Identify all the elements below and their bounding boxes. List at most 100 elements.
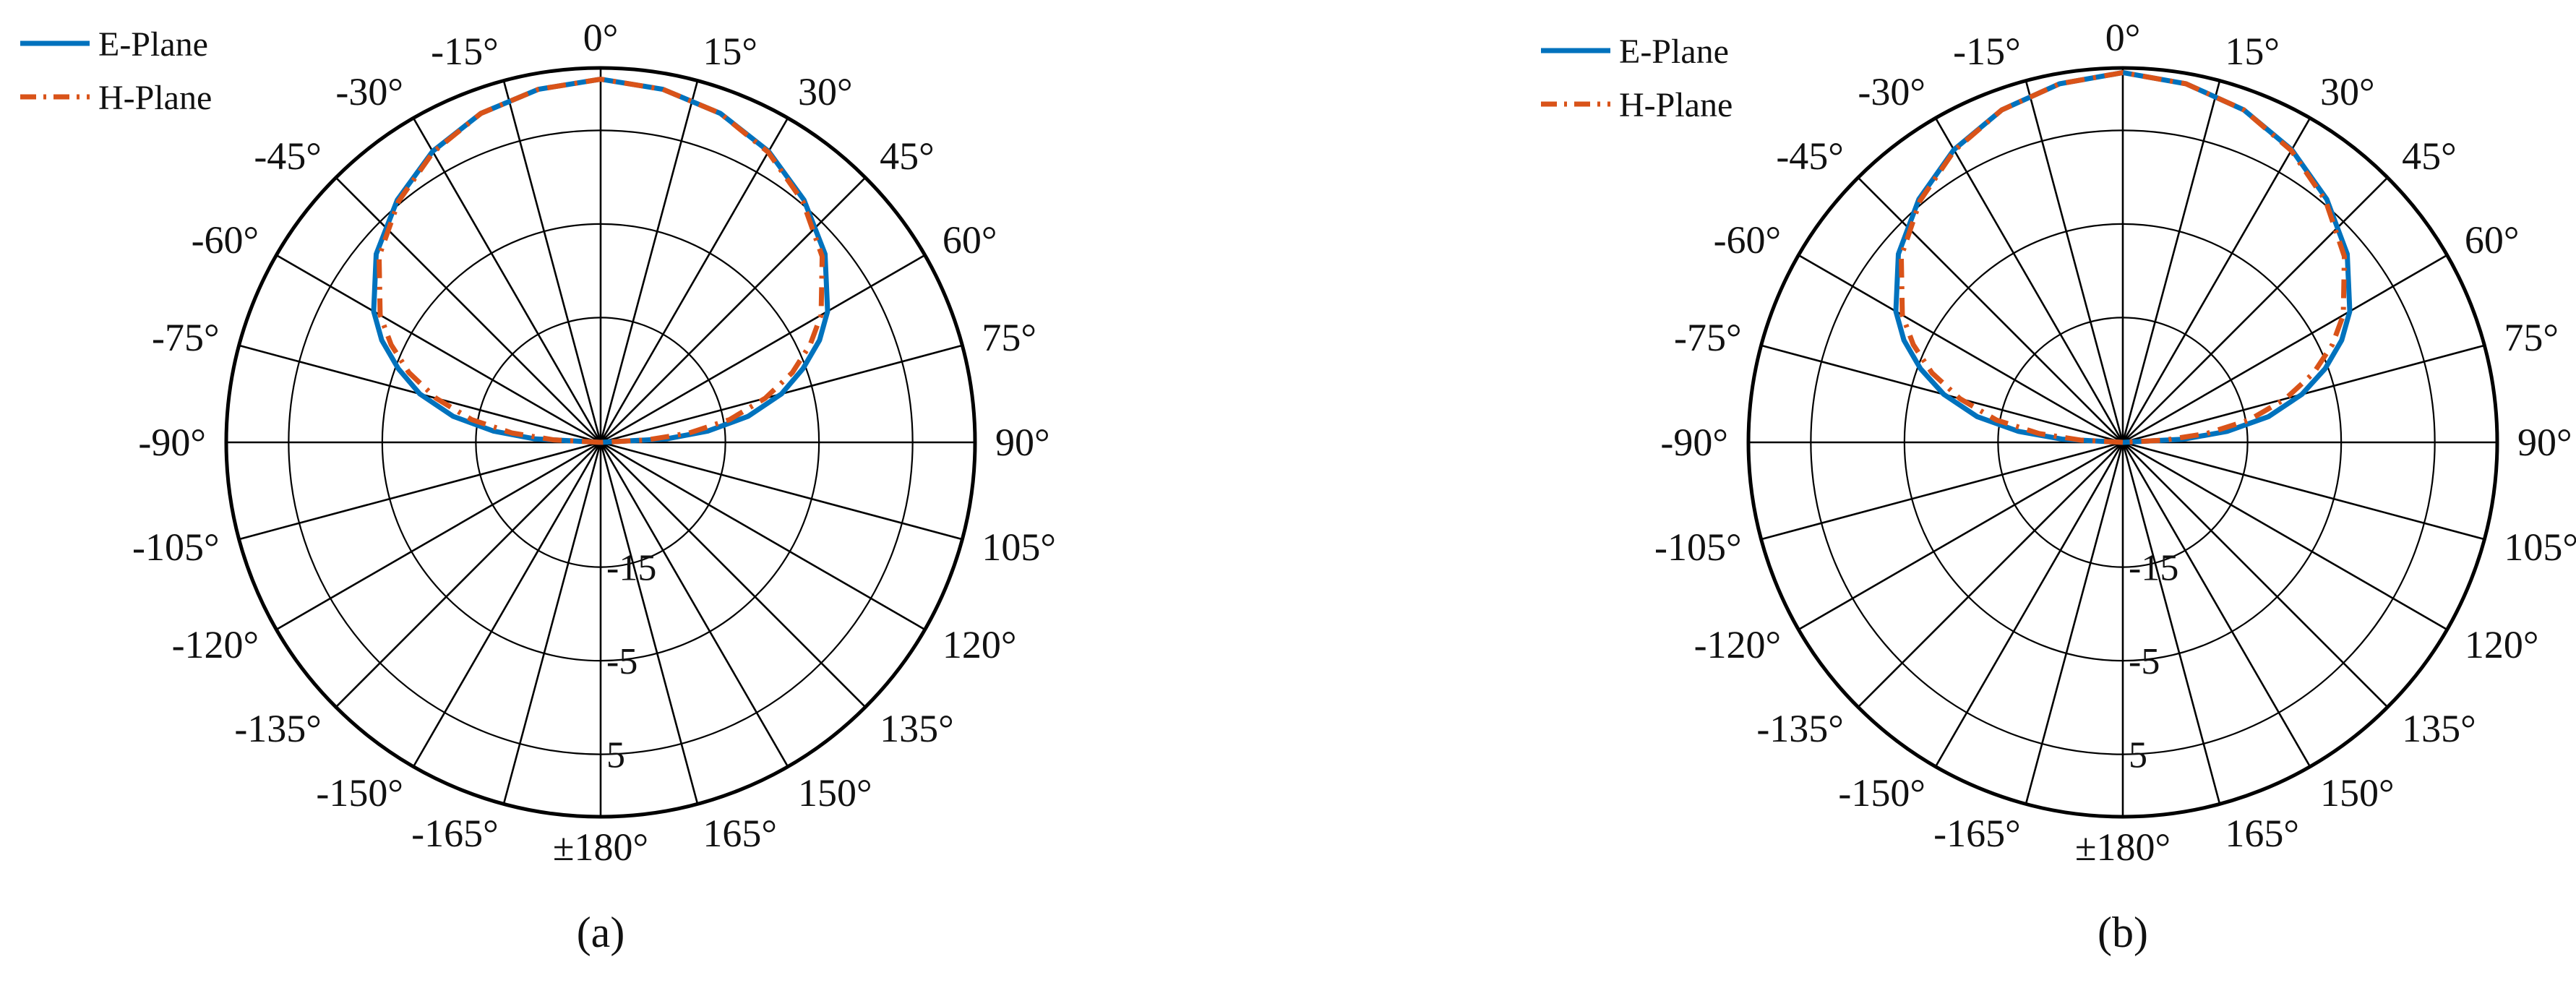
radial-tick-label: 5 [2129, 735, 2147, 776]
theta-tick-label: 105° [2504, 525, 2576, 569]
spoke-gridline [335, 442, 601, 708]
theta-tick-label: 165° [2225, 812, 2299, 855]
theta-tick-label: -105° [1654, 525, 1742, 569]
theta-tick-label: 120° [2465, 623, 2539, 666]
theta-tick-label: 150° [798, 771, 872, 815]
theta-tick-label: 165° [703, 812, 777, 855]
spoke-gridline [275, 254, 601, 444]
spoke-gridline [2025, 442, 2124, 804]
spoke-gridline [239, 441, 601, 541]
theta-tick-label: -15° [431, 30, 499, 73]
radial-tick-label: -15 [606, 548, 656, 589]
theta-tick-label: ±180° [2075, 825, 2171, 869]
theta-tick-label: -150° [1838, 771, 1925, 815]
legend: E-Plane H-Plane [1541, 33, 1733, 124]
spoke-gridline [600, 254, 926, 444]
legend-label: H-Plane [98, 79, 212, 117]
legend-label: H-Plane [1619, 86, 1733, 124]
spoke-gridline [1761, 441, 2124, 541]
theta-tick-label: -75° [152, 316, 220, 359]
theta-tick-label: -90° [138, 421, 206, 464]
spoke-gridline [275, 441, 601, 631]
theta-tick-label: -60° [192, 218, 259, 262]
theta-tick-label: 45° [2402, 134, 2457, 178]
theta-tick-label: -135° [1756, 707, 1844, 750]
theta-tick-label: -15° [1953, 30, 2021, 73]
theta-tick-label: 75° [2504, 316, 2559, 359]
theta-tick-label: -60° [1714, 218, 1782, 262]
spoke-gridline [600, 441, 926, 631]
radial-tick-label: -15 [2129, 548, 2178, 589]
series-line-h-plane [376, 77, 825, 445]
theta-tick-label: 135° [2402, 707, 2476, 750]
theta-tick-label: 45° [880, 134, 935, 178]
radial-gridline-ring [288, 129, 914, 755]
theta-tick-label: 15° [2225, 30, 2280, 73]
panel-caption: (b) [2098, 909, 2148, 956]
spoke-gridline [1857, 442, 2124, 708]
theta-tick-label: -120° [1694, 623, 1782, 666]
polar-outer-frame [224, 66, 977, 819]
spoke-gridline [2121, 80, 2221, 443]
theta-tick-label: 0° [583, 16, 619, 59]
spoke-gridline [2122, 441, 2485, 541]
spoke-gridline [600, 441, 963, 541]
theta-tick-label: -30° [1858, 70, 1925, 113]
theta-tick-label: -120° [172, 623, 259, 666]
polar-outer-frame [1746, 66, 2499, 819]
polar-chart-panel-b: 0° 15° 30° 45°60° 75° 90° 105° 120° 135°150° 165°… [1541, 16, 2576, 956]
theta-tick-label: -165° [1933, 812, 2021, 855]
theta-tick-label: 150° [2320, 771, 2395, 815]
radial-tick-label: -5 [2129, 641, 2160, 682]
spoke-gridline [2121, 117, 2311, 443]
spoke-gridline [1798, 441, 2124, 631]
theta-tick-label: -150° [316, 771, 403, 815]
spoke-gridline [502, 80, 602, 443]
spoke-gridline [599, 442, 789, 768]
theta-tick-label: -135° [234, 707, 322, 750]
theta-tick-label: 120° [943, 623, 1017, 666]
radial-tick-label: 5 [606, 735, 625, 776]
spoke-gridline [2025, 80, 2124, 443]
radial-gridline-ring [1810, 129, 2436, 755]
legend-label: E-Plane [1619, 33, 1729, 71]
spoke-gridline [412, 117, 602, 443]
spoke-gridline [599, 117, 789, 443]
spoke-gridline [1934, 442, 2124, 768]
legend: E-Plane H-Plane [20, 25, 212, 117]
theta-tick-label: 60° [943, 218, 997, 262]
theta-tick-label: -105° [132, 525, 220, 569]
radial-gridline-ring [475, 317, 726, 568]
theta-tick-label: 105° [982, 525, 1056, 569]
theta-tick-label: -75° [1674, 316, 1742, 359]
theta-tick-label: 90° [2517, 421, 2572, 464]
spoke-gridline [1798, 254, 2124, 444]
theta-tick-label: 90° [995, 421, 1050, 464]
theta-tick-label: 135° [880, 707, 954, 750]
theta-tick-label: -165° [411, 812, 499, 855]
spoke-gridline [1934, 117, 2124, 443]
theta-tick-label: -90° [1660, 421, 1728, 464]
spoke-gridline [2122, 441, 2448, 631]
spoke-gridline [599, 80, 699, 443]
theta-tick-label: 30° [2320, 70, 2375, 113]
radial-gridline-ring [381, 223, 820, 662]
spoke-gridline [2122, 254, 2448, 444]
spoke-gridline [412, 442, 602, 768]
series-line-h-plane [1898, 69, 2348, 445]
theta-tick-label: 15° [703, 30, 757, 73]
theta-tick-label: -45° [1776, 134, 1844, 178]
theta-tick-label: 0° [2105, 16, 2141, 59]
theta-tick-label: 75° [982, 316, 1036, 359]
theta-tick-label: ±180° [553, 825, 648, 869]
spoke-gridline [502, 442, 602, 804]
theta-tick-label: 30° [798, 70, 853, 113]
theta-tick-label: -30° [335, 70, 403, 113]
legend-label: E-Plane [98, 25, 208, 64]
theta-tick-label: -45° [254, 134, 322, 178]
spoke-gridline [2121, 442, 2311, 768]
polar-chart-panel-a: 0° 15° 30° 45°60° 75° 90° 105° 120° 135°150° 165°… [20, 16, 1056, 956]
radial-gridline-ring [1903, 223, 2343, 662]
panel-caption: (a) [577, 909, 625, 956]
